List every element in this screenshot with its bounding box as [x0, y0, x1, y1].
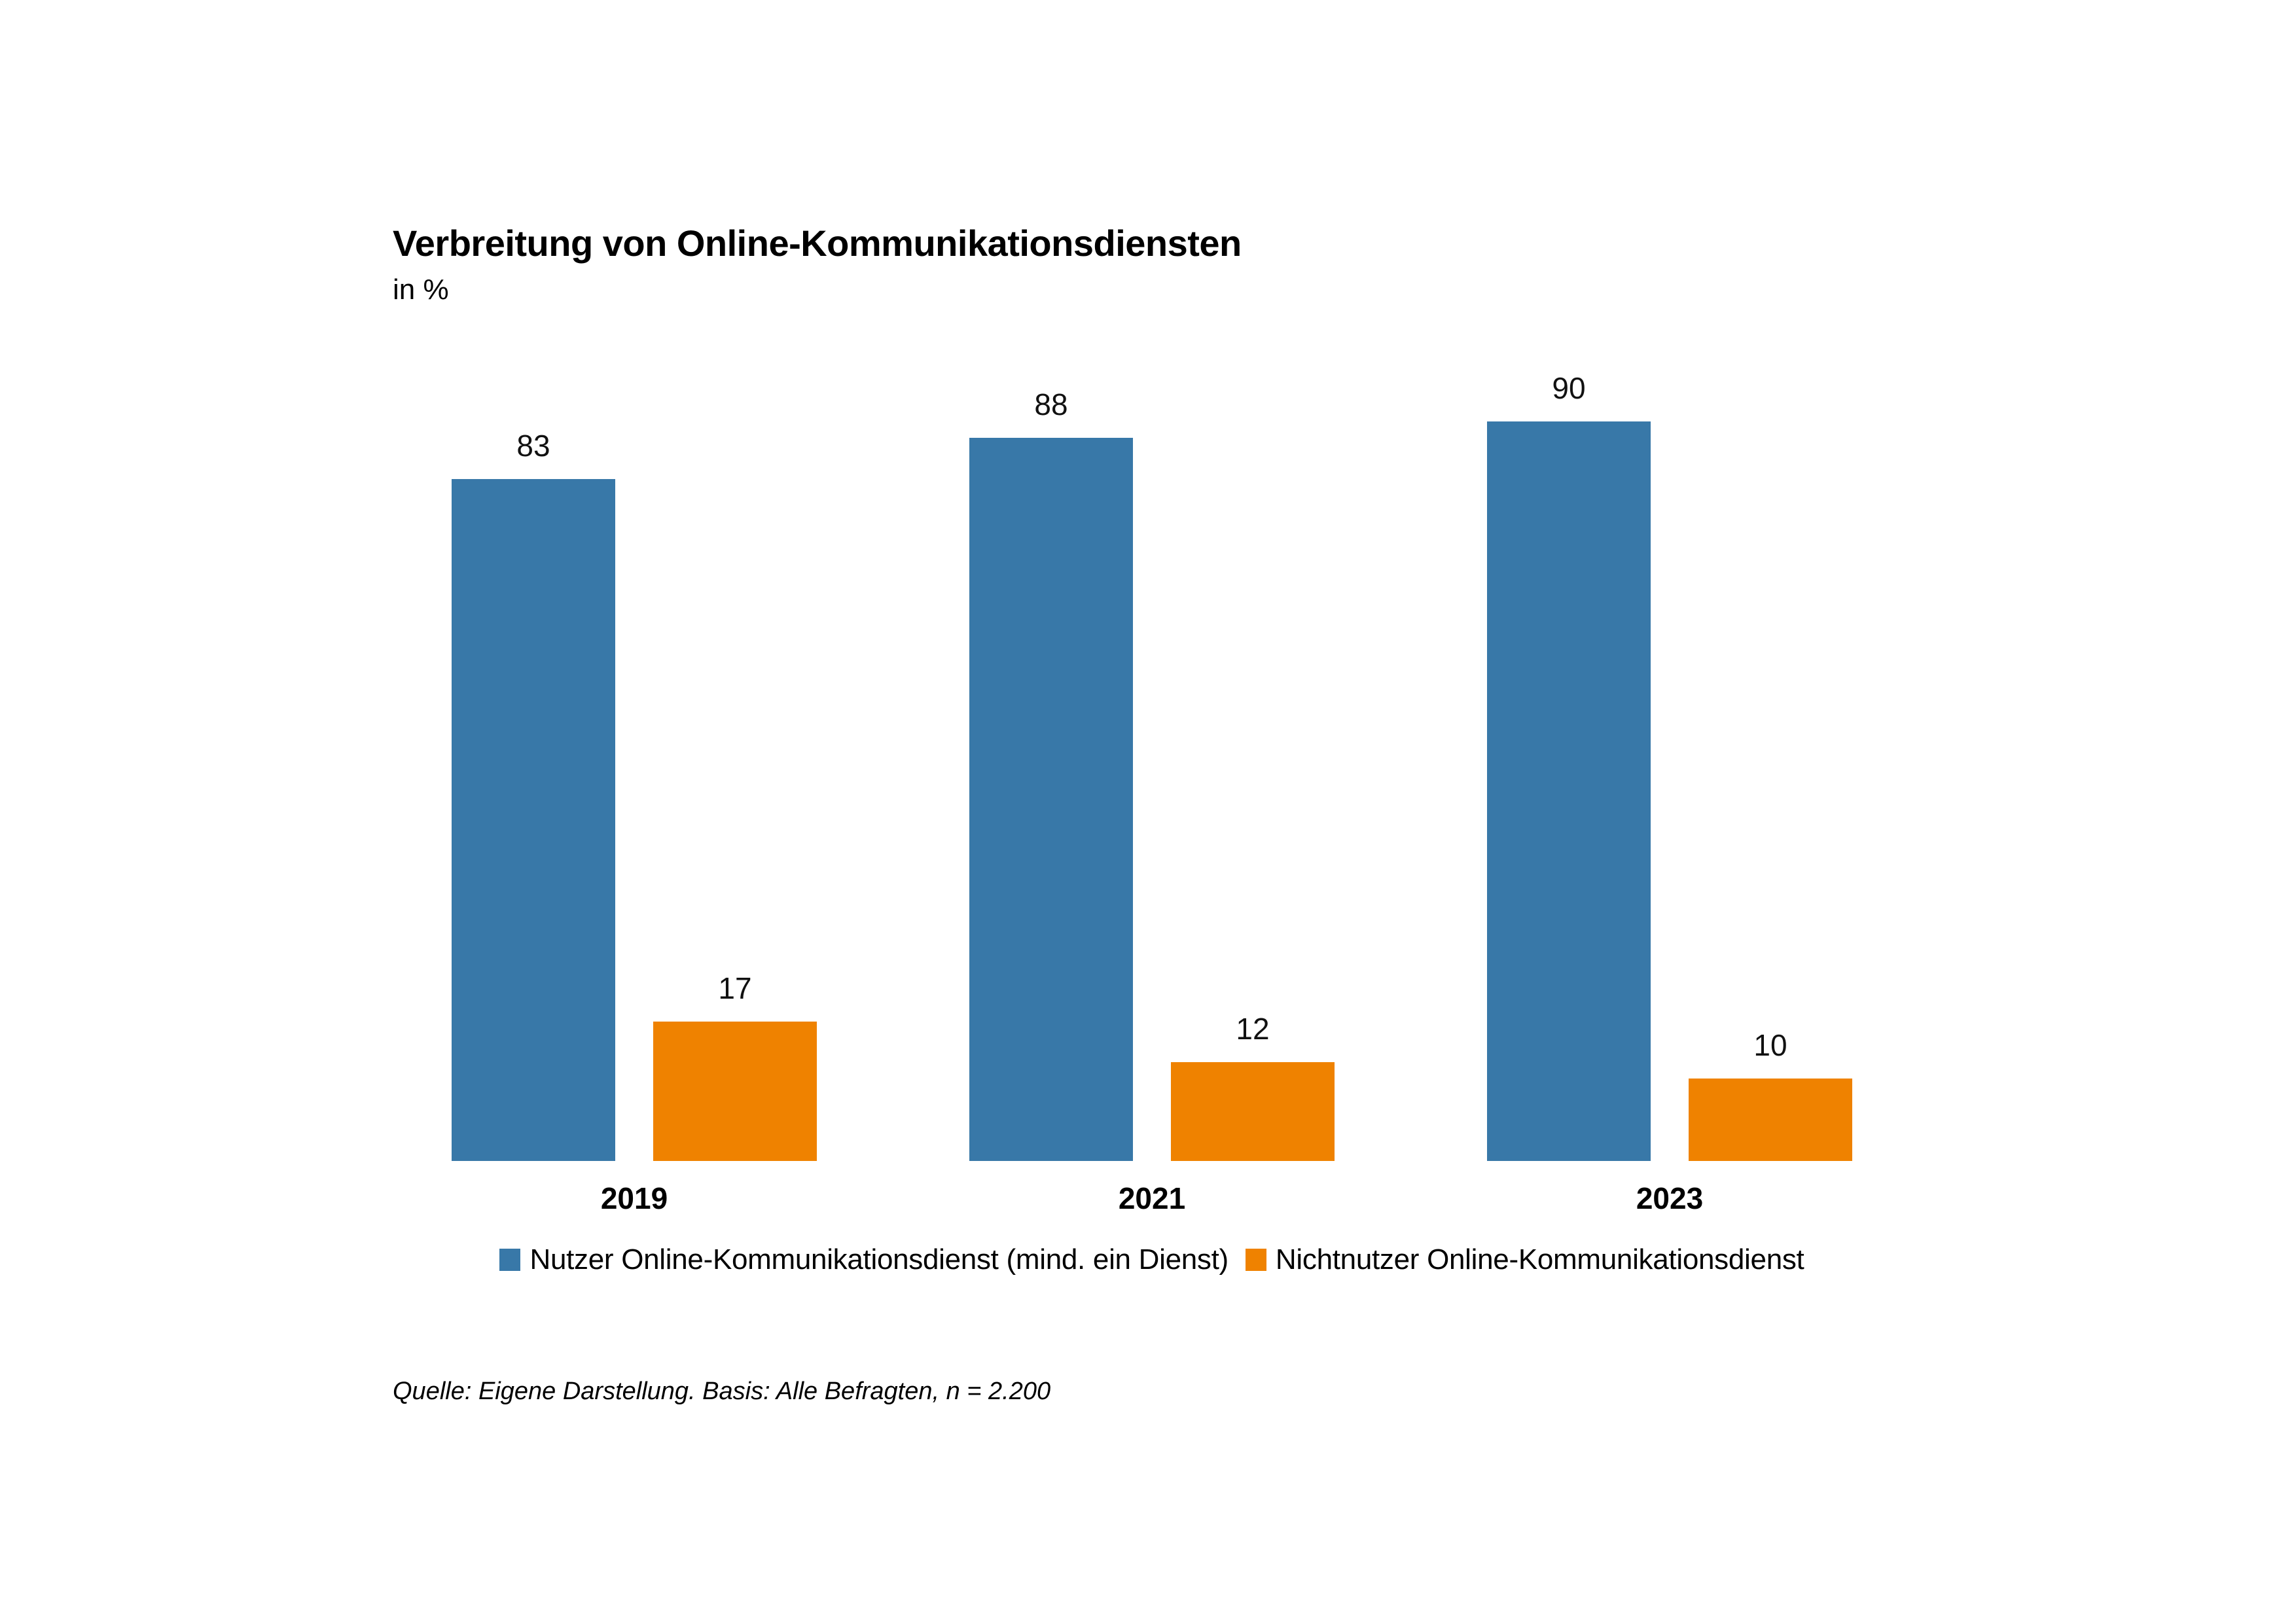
bar-cell-series-0: 83 — [452, 428, 615, 1161]
legend-swatch-icon — [499, 1248, 521, 1271]
bar-series-1-2023 — [1689, 1078, 1852, 1161]
legend-label: Nichtnutzer Online-Kommunikationsdienst — [1275, 1243, 1804, 1275]
bar-cell-series-0: 88 — [969, 387, 1133, 1161]
bar-series-1-2021 — [1171, 1061, 1335, 1161]
value-label: 83 — [516, 428, 550, 463]
category-label-2019: 2019 — [600, 1181, 668, 1215]
bar-chart: Verbreitung von Online-Kommunikationsdie… — [393, 223, 1911, 1406]
category-label-2023: 2023 — [1636, 1181, 1704, 1215]
bar-cell-series-1: 12 — [1171, 1011, 1335, 1161]
value-label: 10 — [1753, 1027, 1787, 1062]
bar-group-2023: 90 10 2023 — [1487, 369, 1852, 1216]
bar-cell-series-1: 10 — [1689, 1027, 1852, 1161]
legend-swatch-icon — [1245, 1248, 1266, 1271]
value-label: 88 — [1034, 387, 1068, 421]
bar-series-1-2019 — [653, 1021, 817, 1161]
bar-pair: 88 12 — [969, 369, 1335, 1161]
bar-plot: 83 17 2019 88 12 2021 90 10 2023 — [393, 369, 1911, 1216]
chart-subtitle: in % — [393, 274, 449, 306]
category-label-2021: 2021 — [1118, 1181, 1186, 1215]
legend: Nutzer Online-Kommunikationsdienst (mind… — [393, 1243, 1911, 1276]
value-label: 90 — [1552, 370, 1586, 405]
bar-group-2019: 83 17 2019 — [452, 369, 817, 1216]
bar-series-0-2023 — [1487, 421, 1651, 1161]
chart-title: Verbreitung von Online-Kommunikationsdie… — [393, 223, 1242, 264]
legend-item-series-1: Nichtnutzer Online-Kommunikationsdienst — [1245, 1243, 1804, 1276]
bar-series-0-2021 — [969, 437, 1133, 1161]
source-note: Quelle: Eigene Darstellung. Basis: Alle … — [393, 1377, 1051, 1405]
bar-group-2021: 88 12 2021 — [969, 369, 1335, 1216]
bar-pair: 83 17 — [452, 369, 817, 1161]
bar-cell-series-1: 17 — [653, 971, 817, 1161]
bar-series-0-2019 — [452, 478, 615, 1161]
value-label: 12 — [1236, 1011, 1270, 1046]
legend-label: Nutzer Online-Kommunikationsdienst (mind… — [529, 1243, 1229, 1275]
legend-item-series-0: Nutzer Online-Kommunikationsdienst (mind… — [499, 1243, 1229, 1276]
value-label: 17 — [718, 971, 752, 1005]
bar-cell-series-0: 90 — [1487, 370, 1651, 1161]
bar-pair: 90 10 — [1487, 369, 1852, 1161]
